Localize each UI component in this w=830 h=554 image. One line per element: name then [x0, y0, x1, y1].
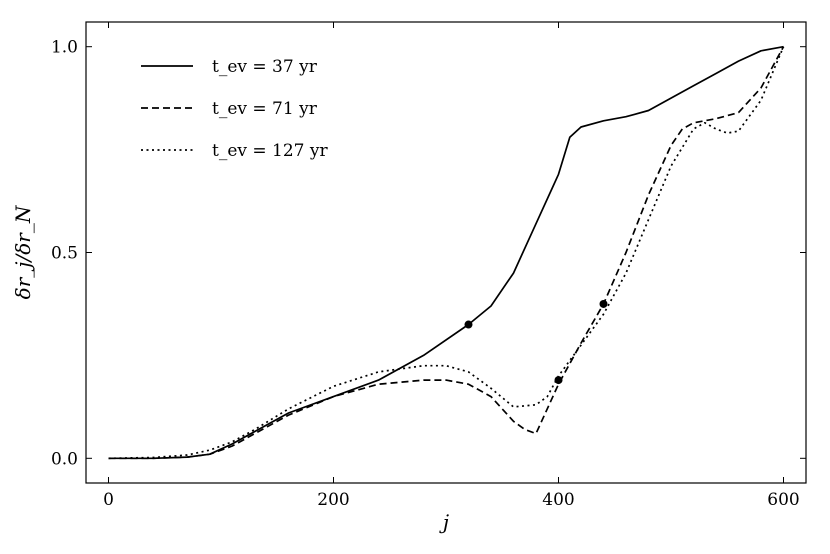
x-axis-label: j	[439, 510, 449, 534]
series-1-marker-1	[464, 320, 473, 329]
series-2-marker-2	[599, 299, 608, 308]
y-tick-label: 1.0	[51, 38, 78, 58]
series-layer	[108, 45, 785, 460]
legend-label-3: t_ev = 127 yr	[212, 141, 329, 161]
x-tick-label: 200	[317, 490, 349, 510]
legend-label-2: t_ev = 71 yr	[212, 99, 318, 119]
x-tick-label: 600	[767, 490, 799, 510]
series-line-3	[108, 46, 785, 460]
legend-label-1: t_ev = 37 yr	[212, 57, 318, 77]
marker-layer	[464, 299, 608, 385]
y-axis-label: δr_j/δr_N	[11, 204, 35, 299]
series-line-2	[108, 46, 785, 460]
x-tick-label: 0	[103, 490, 114, 510]
series-2-marker-1	[554, 376, 563, 385]
x-tick-label: 400	[542, 490, 574, 510]
plot-frame	[85, 21, 807, 484]
legend: t_ev = 37 yr t_ev = 71 yr t_ev = 127 yr	[141, 57, 329, 161]
y-tick-label: 0.5	[51, 244, 78, 264]
tick-layer: 0 200 400 600 0.0 0.5 1.0	[51, 22, 806, 510]
y-tick-label: 0.0	[51, 449, 78, 469]
series-line-1	[108, 45, 784, 460]
